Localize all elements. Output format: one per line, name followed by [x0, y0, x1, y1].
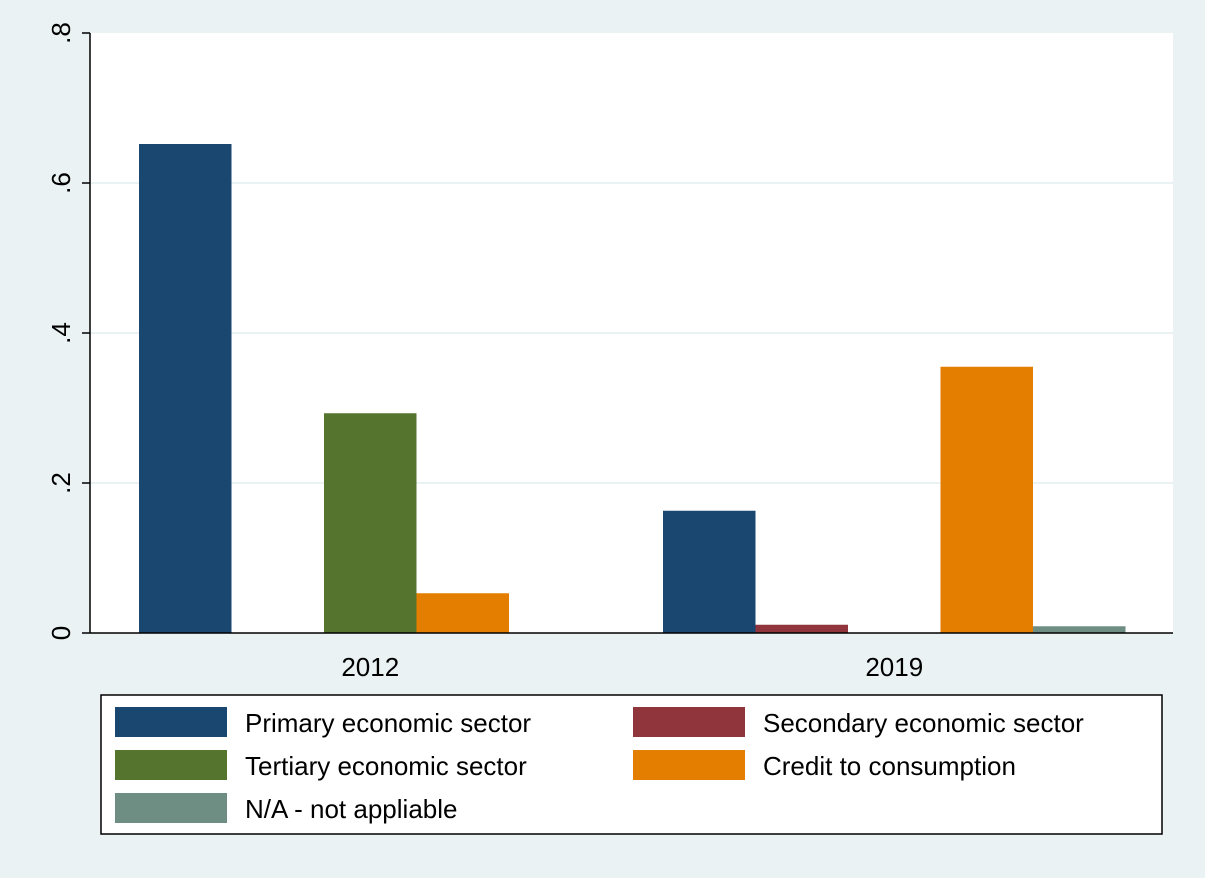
x-axis-ticks: 2012 2019 — [341, 652, 923, 682]
y-axis-ticks: 0 .2 .4 .6 .8 — [46, 22, 90, 640]
legend-label: Credit to consumption — [763, 751, 1016, 781]
y-tick-label: .6 — [46, 172, 76, 194]
legend-swatch — [633, 707, 745, 737]
legend-swatch — [633, 750, 745, 780]
y-tick-label: .2 — [46, 472, 76, 494]
legend: Primary economic sector Secondary economi… — [100, 694, 1163, 835]
bar — [940, 366, 1033, 633]
bar — [416, 593, 509, 633]
bar — [139, 144, 232, 633]
bar — [1033, 626, 1126, 633]
legend-swatch — [115, 793, 227, 823]
legend-label: N/A - not appliable — [245, 794, 457, 824]
y-tick-label: .4 — [46, 322, 76, 344]
legend-swatch — [115, 750, 227, 780]
legend-label: Tertiary economic sector — [245, 751, 527, 781]
legend-label: Secondary economic sector — [763, 708, 1084, 738]
bars — [139, 144, 1126, 633]
y-tick-label: 0 — [46, 626, 76, 640]
x-tick-label: 2012 — [341, 652, 399, 682]
legend-box — [100, 694, 1163, 835]
bar — [755, 624, 848, 633]
bar — [663, 510, 756, 633]
x-tick-label: 2019 — [865, 652, 923, 682]
legend-label: Primary economic sector — [245, 708, 531, 738]
legend-swatch — [115, 707, 227, 737]
bar — [324, 413, 417, 633]
y-tick-label: .8 — [46, 22, 76, 44]
